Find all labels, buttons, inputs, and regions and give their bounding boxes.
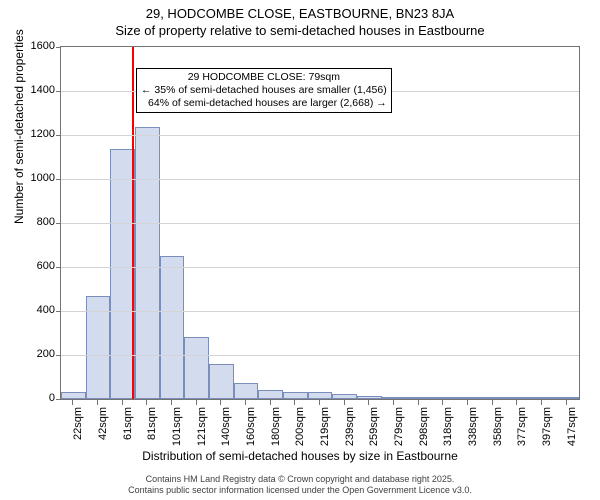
histogram-bar: [554, 397, 579, 399]
xtick-label: 101sqm: [171, 407, 183, 447]
xtick-mark: [220, 400, 221, 405]
xtick-label: 160sqm: [245, 407, 257, 447]
xtick-label: 338sqm: [467, 407, 479, 447]
annotation-line: ← 35% of semi-detached houses are smalle…: [141, 84, 387, 97]
xtick-label: 318sqm: [442, 407, 454, 447]
histogram-bar: [431, 397, 456, 399]
xtick-label: 61sqm: [122, 407, 134, 447]
ytick-mark: [56, 135, 61, 136]
xtick-mark: [294, 400, 295, 405]
histogram-bar: [160, 256, 185, 399]
ytick-mark: [56, 355, 61, 356]
xtick-mark: [270, 400, 271, 405]
footer-line2: Contains public sector information licen…: [0, 485, 600, 496]
histogram-bar: [357, 396, 382, 399]
histogram-bar: [505, 397, 530, 399]
xtick-label: 42sqm: [97, 407, 109, 447]
xtick-mark: [467, 400, 468, 405]
ytick-mark: [56, 267, 61, 268]
xtick-mark: [171, 400, 172, 405]
gridline: [61, 135, 579, 136]
xtick-mark: [319, 400, 320, 405]
xtick-label: 358sqm: [492, 407, 504, 447]
gridline: [61, 267, 579, 268]
xtick-mark: [492, 400, 493, 405]
xtick-label: 200sqm: [294, 407, 306, 447]
gridline: [61, 311, 579, 312]
ytick-label: 1600: [31, 40, 55, 52]
histogram-bar: [332, 394, 357, 400]
xtick-mark: [196, 400, 197, 405]
xtick-label: 259sqm: [368, 407, 380, 447]
histogram-bar: [406, 397, 431, 399]
ytick-label: 1000: [31, 172, 55, 184]
xtick-mark: [97, 400, 98, 405]
histogram-bar: [283, 392, 308, 399]
histogram-bar: [184, 337, 209, 399]
histogram-bar: [530, 397, 555, 399]
ytick-label: 800: [37, 216, 55, 228]
xtick-label: 22sqm: [72, 407, 84, 447]
ytick-mark: [56, 311, 61, 312]
histogram-bar: [258, 390, 283, 399]
histogram-bar: [135, 127, 160, 399]
chart-area: 0200400600800100012001400160022sqm42sqm6…: [60, 46, 580, 400]
ytick-mark: [56, 399, 61, 400]
xtick-label: 121sqm: [196, 407, 208, 447]
ytick-label: 1400: [31, 84, 55, 96]
ytick-label: 600: [37, 260, 55, 272]
xtick-mark: [72, 400, 73, 405]
histogram-bar: [234, 383, 259, 400]
xtick-mark: [344, 400, 345, 405]
xtick-label: 298sqm: [418, 407, 430, 447]
annotation-box: 29 HODCOMBE CLOSE: 79sqm← 35% of semi-de…: [136, 68, 392, 113]
xtick-mark: [442, 400, 443, 405]
xtick-label: 219sqm: [319, 407, 331, 447]
histogram-bar: [61, 392, 86, 399]
histogram-bar: [308, 392, 333, 399]
chart-container: 29, HODCOMBE CLOSE, EASTBOURNE, BN23 8JA…: [0, 0, 600, 500]
x-axis-label: Distribution of semi-detached houses by …: [0, 449, 600, 463]
xtick-mark: [566, 400, 567, 405]
title-line1: 29, HODCOMBE CLOSE, EASTBOURNE, BN23 8JA: [0, 0, 600, 21]
ytick-label: 200: [37, 348, 55, 360]
histogram-bar: [456, 397, 481, 399]
gridline: [61, 179, 579, 180]
xtick-mark: [393, 400, 394, 405]
xtick-label: 180sqm: [270, 407, 282, 447]
gridline: [61, 223, 579, 224]
y-axis-label: Number of semi-detached properties: [12, 29, 26, 224]
xtick-mark: [368, 400, 369, 405]
ytick-mark: [56, 47, 61, 48]
xtick-label: 140sqm: [220, 407, 232, 447]
xtick-label: 377sqm: [516, 407, 528, 447]
annotation-line: 64% of semi-detached houses are larger (…: [141, 97, 387, 110]
gridline: [61, 355, 579, 356]
ytick-label: 1200: [31, 128, 55, 140]
footer-attribution: Contains HM Land Registry data © Crown c…: [0, 474, 600, 496]
footer-line1: Contains HM Land Registry data © Crown c…: [0, 474, 600, 485]
histogram-bar: [480, 397, 505, 399]
xtick-mark: [245, 400, 246, 405]
xtick-mark: [122, 400, 123, 405]
ytick-label: 0: [49, 392, 55, 404]
xtick-mark: [541, 400, 542, 405]
histogram-bar: [382, 397, 407, 399]
ytick-label: 400: [37, 304, 55, 316]
xtick-label: 397sqm: [541, 407, 553, 447]
annotation-line: 29 HODCOMBE CLOSE: 79sqm: [141, 71, 387, 84]
xtick-label: 81sqm: [146, 407, 158, 447]
ytick-mark: [56, 223, 61, 224]
xtick-mark: [516, 400, 517, 405]
histogram-bar: [209, 364, 234, 399]
xtick-label: 417sqm: [566, 407, 578, 447]
ytick-mark: [56, 91, 61, 92]
title-line2: Size of property relative to semi-detach…: [0, 21, 600, 38]
xtick-mark: [418, 400, 419, 405]
xtick-label: 279sqm: [393, 407, 405, 447]
xtick-label: 239sqm: [344, 407, 356, 447]
ytick-mark: [56, 179, 61, 180]
xtick-mark: [146, 400, 147, 405]
